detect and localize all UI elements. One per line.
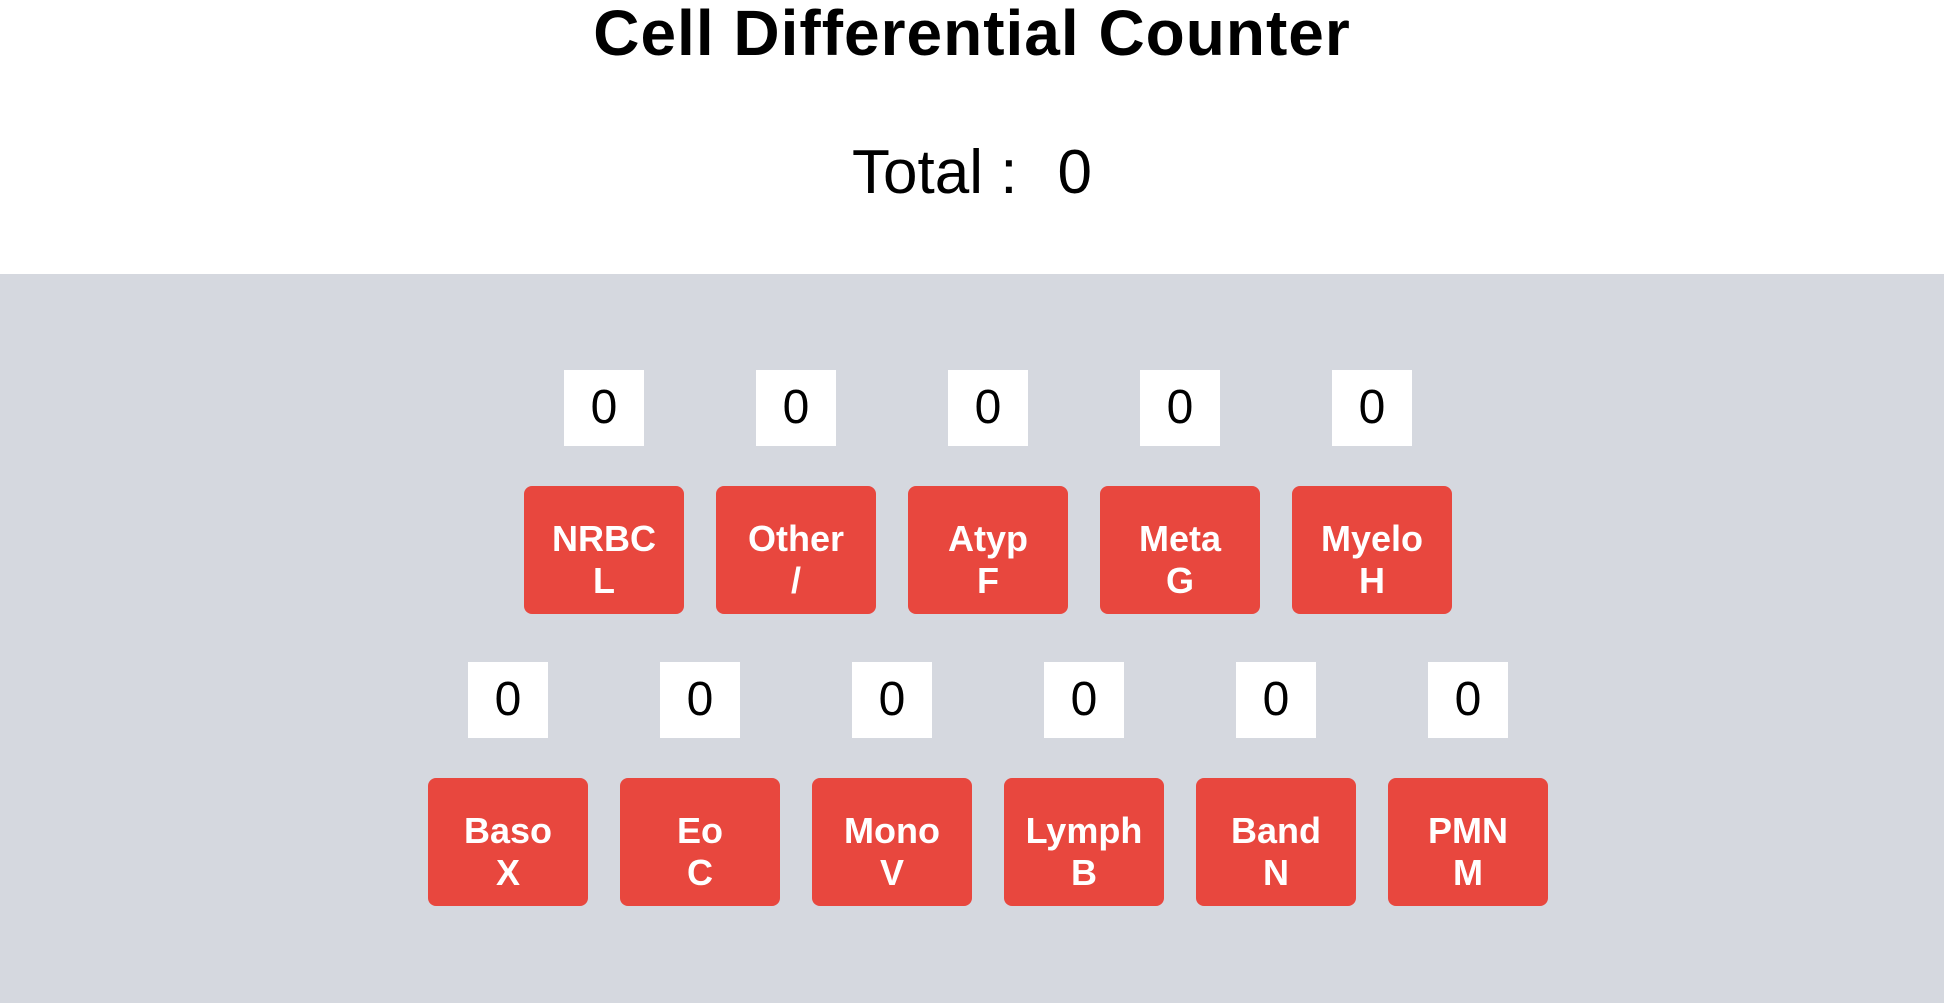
band-button[interactable]: Band N [1196, 778, 1356, 906]
myelo-label: Myelo [1320, 518, 1424, 559]
atyp-label: Atyp [948, 518, 1028, 559]
other-button[interactable]: Other / [716, 486, 876, 614]
pmn-key: M [1453, 852, 1483, 893]
count-other: 0 [756, 370, 836, 446]
count-mono: 0 [852, 662, 932, 738]
page-title: Cell Differential Counter [593, 0, 1351, 69]
total-value: 0 [1057, 138, 1092, 207]
meta-key: G [1165, 560, 1194, 601]
atyp-button[interactable]: Atyp F [908, 486, 1068, 614]
other-label: Other [747, 518, 844, 559]
eo-label: Eo [676, 810, 723, 851]
mono-button[interactable]: Mono V [812, 778, 972, 906]
count-myelo: 0 [1332, 370, 1412, 446]
header: Cell Differential Counter Total : 0 [0, 0, 1944, 274]
counter-panel: 0 0 0 0 0 NRBC L Other / Atyp F Meta G M… [0, 274, 1944, 1003]
eo-button[interactable]: Eo C [620, 778, 780, 906]
nrbc-button[interactable]: NRBC L [524, 486, 684, 614]
mono-key: V [879, 852, 904, 893]
total-label: Total : [852, 138, 1018, 207]
atyp-key: F [977, 560, 999, 601]
lymph-label: Lymph [1025, 810, 1143, 851]
eo-key: C [687, 852, 713, 893]
count-band: 0 [1236, 662, 1316, 738]
baso-button[interactable]: Baso X [428, 778, 588, 906]
myelo-button[interactable]: Myelo H [1292, 486, 1452, 614]
count-atyp: 0 [948, 370, 1028, 446]
baso-label: Baso [463, 810, 553, 851]
nrbc-key: L [593, 560, 615, 601]
meta-button[interactable]: Meta G [1100, 486, 1260, 614]
myelo-key: H [1359, 560, 1385, 601]
other-key: / [790, 560, 801, 601]
meta-label: Meta [1138, 518, 1222, 559]
pmn-label: PMN [1428, 810, 1508, 851]
nrbc-label: NRBC [552, 518, 656, 559]
count-lymph: 0 [1044, 662, 1124, 738]
count-meta: 0 [1140, 370, 1220, 446]
total-display: Total : 0 [0, 136, 1944, 210]
count-baso: 0 [468, 662, 548, 738]
band-label: Band [1231, 810, 1321, 851]
count-pmn: 0 [1428, 662, 1508, 738]
count-nrbc: 0 [564, 370, 644, 446]
count-eo: 0 [660, 662, 740, 738]
mono-label: Mono [844, 810, 940, 851]
pmn-button[interactable]: PMN M [1388, 778, 1548, 906]
band-key: N [1263, 852, 1289, 893]
lymph-button[interactable]: Lymph B [1004, 778, 1164, 906]
baso-key: X [495, 852, 520, 893]
lymph-key: B [1071, 852, 1097, 893]
